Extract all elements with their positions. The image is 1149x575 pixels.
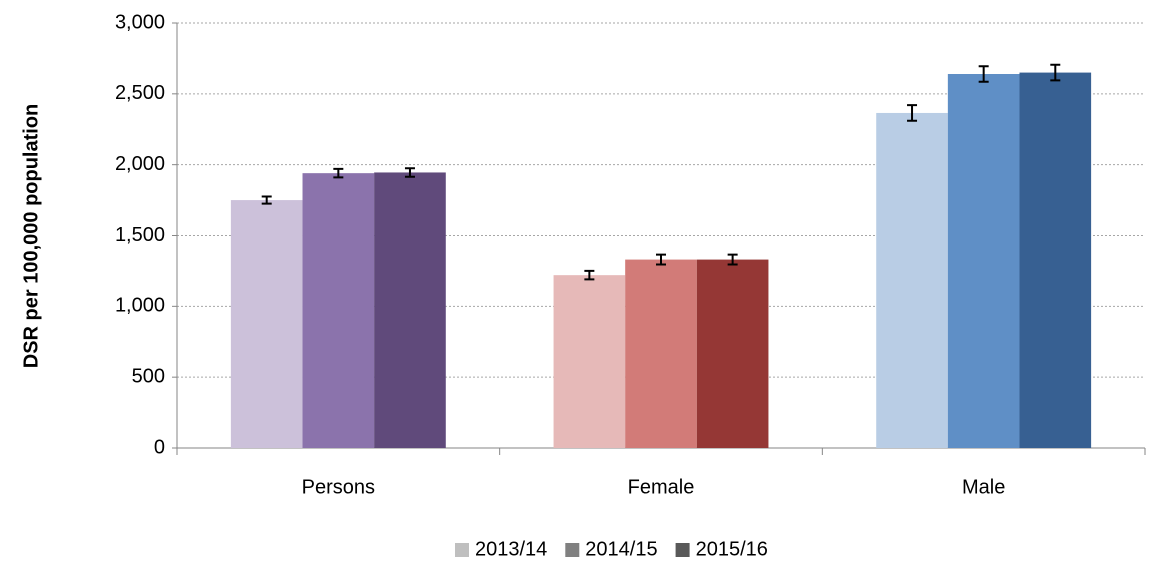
error-bar <box>584 269 595 281</box>
error-bar <box>907 104 918 122</box>
y-tick-label: 2,500 <box>115 82 165 104</box>
error-bar <box>261 195 272 205</box>
error-bar <box>1050 63 1061 82</box>
bar <box>553 275 626 448</box>
bar <box>374 172 446 449</box>
error-bar <box>404 167 415 178</box>
bar <box>1019 72 1092 448</box>
y-tick-label: 1,500 <box>115 224 165 246</box>
legend-swatch <box>675 543 690 557</box>
error-bar <box>727 253 738 266</box>
x-tick-label: Male <box>962 476 1005 498</box>
error-bar <box>978 65 989 83</box>
legend-swatch <box>455 543 469 557</box>
bar <box>947 74 1020 448</box>
legend-label: 2014/15 <box>585 538 657 560</box>
legend-label: 2015/16 <box>696 538 768 560</box>
y-axis-label: DSR per 100,000 population <box>20 104 42 369</box>
y-tick-label: 1,000 <box>115 295 165 317</box>
y-tick-label: 2,000 <box>115 153 165 175</box>
bar <box>625 259 697 448</box>
y-tick-label: 3,000 <box>115 11 165 33</box>
legend-label: 2013/14 <box>475 538 547 560</box>
y-tick-label: 0 <box>154 436 165 458</box>
y-tick-label: 500 <box>132 365 165 387</box>
x-tick-label: Persons <box>302 476 375 498</box>
legend-swatch <box>565 543 580 557</box>
bar <box>696 259 769 448</box>
error-bar <box>656 253 666 266</box>
error-bar <box>333 167 344 179</box>
bar <box>230 200 303 448</box>
bar <box>302 173 375 448</box>
x-tick-label: Female <box>628 476 695 498</box>
bar <box>876 112 948 448</box>
